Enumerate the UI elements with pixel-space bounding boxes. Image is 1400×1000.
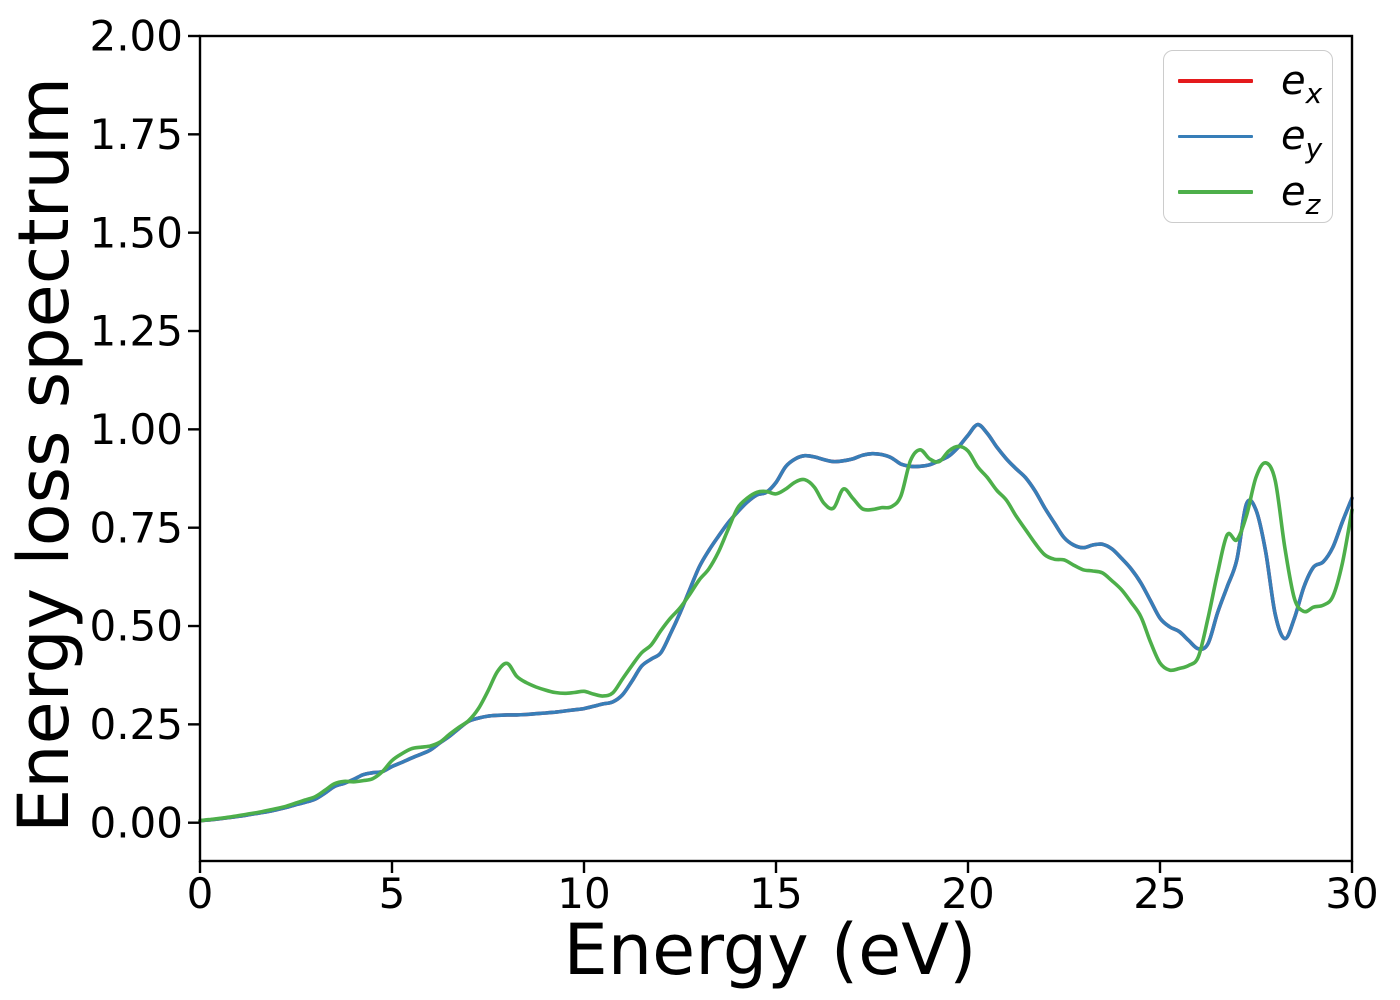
y-tick-label: 0.25 (89, 700, 183, 749)
legend-line-swatch-ey (1178, 134, 1253, 139)
x-tick-label: 20 (941, 869, 994, 918)
y-tick-label: 0.00 (89, 798, 183, 847)
series-line-e_y (198, 422, 1354, 823)
y-tick-label: 0.75 (89, 503, 183, 552)
curves (198, 422, 1354, 823)
legend-item-ez: ez (1178, 169, 1332, 222)
y-tick-label: 0.50 (89, 602, 183, 651)
x-tick-label: 30 (1325, 869, 1378, 918)
legend-line-swatch-ez (1178, 190, 1253, 194)
legend-item-ex: ex (1178, 57, 1332, 110)
y-axis-ticks: 0.00 0.25 0.50 0.75 1.00 1.25 1.50 1.75 2.00 (89, 12, 200, 847)
y-axis-label: Energy loss spectrum (3, 76, 85, 834)
y-tick-label: 1.50 (89, 208, 183, 257)
legend-item-ey: ey (1178, 113, 1332, 166)
x-tick-label: 5 (379, 869, 406, 918)
x-axis-ticks: 0 5 10 15 20 25 30 (187, 861, 1379, 918)
y-tick-label: 1.00 (89, 405, 183, 454)
x-tick-label: 15 (749, 869, 802, 918)
legend-label-ez: ez (1281, 169, 1321, 222)
legend-label-ex: ex (1281, 57, 1323, 110)
x-axis-label: Energy (eV) (563, 909, 977, 991)
y-tick-label: 1.25 (89, 307, 183, 356)
series-line-e_z (198, 444, 1354, 823)
legend-line-swatch-ex (1178, 79, 1253, 83)
legend-label-ey: ey (1281, 113, 1323, 166)
x-tick-label: 25 (1133, 869, 1186, 918)
y-tick-label: 2.00 (89, 12, 183, 61)
x-tick-label: 0 (187, 869, 214, 918)
y-tick-label: 1.75 (89, 110, 183, 159)
x-tick-label: 10 (557, 869, 610, 918)
legend: ex ey ez (1163, 50, 1333, 223)
